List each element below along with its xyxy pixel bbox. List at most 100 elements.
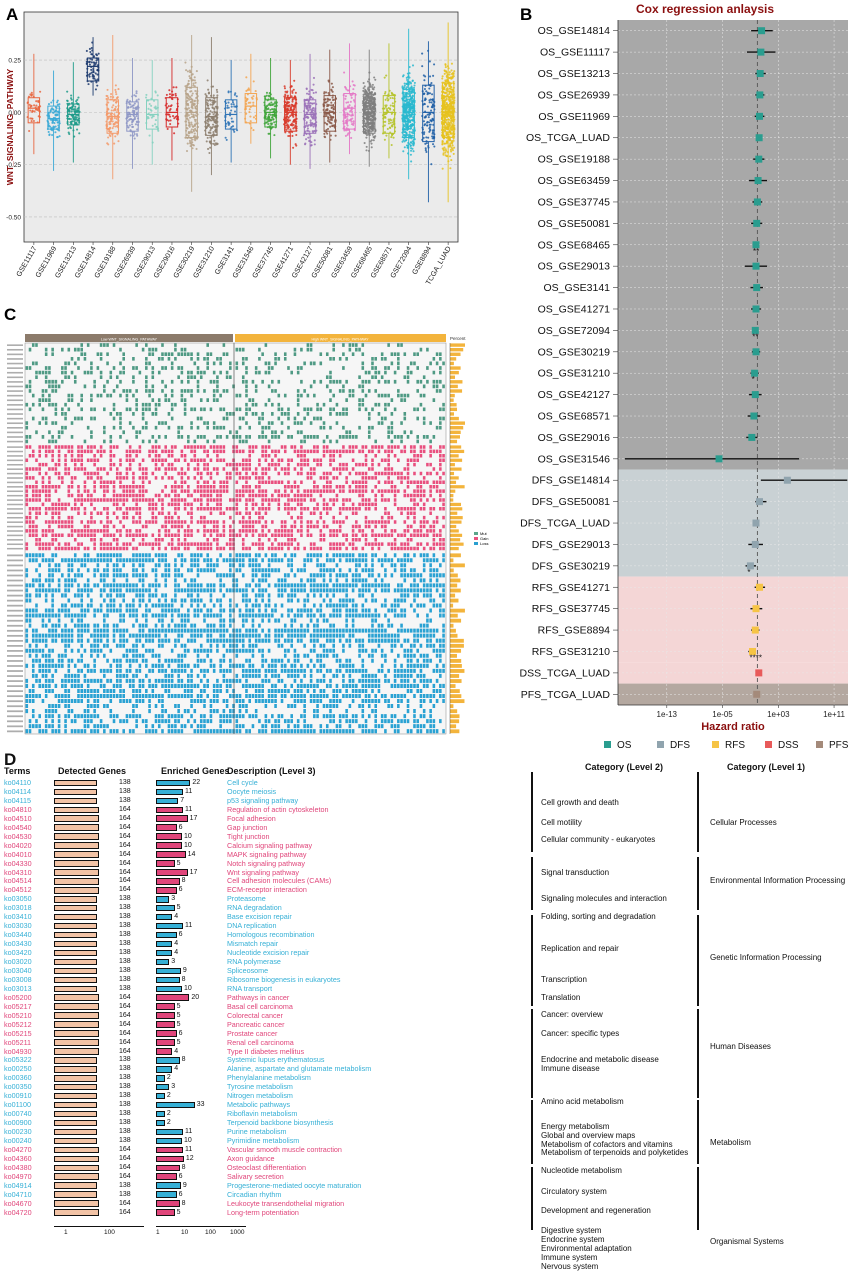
box-point (331, 124, 334, 127)
box-point (388, 89, 391, 92)
box-point (385, 74, 388, 77)
oncoprint-row-label-placeholder (7, 446, 23, 448)
box-point (441, 75, 444, 78)
box-point (448, 155, 452, 158)
box-point (289, 128, 292, 131)
detected-count: 138 (119, 975, 131, 983)
header-terms: Terms (4, 766, 31, 776)
forest-row-dfs_gse50081: DFS_GSE50081 (532, 496, 767, 508)
box-point (324, 136, 327, 139)
box-point (406, 120, 409, 123)
high-group-label: High WNT_SIGNALING_PATHWAY (312, 338, 370, 342)
enriched-count: 8 (181, 1199, 186, 1207)
box-point (189, 145, 192, 148)
enriched-bar (156, 1012, 175, 1019)
box-point (323, 132, 326, 135)
oncoprint-percent-bar (450, 393, 455, 398)
detected-bar (54, 949, 98, 957)
forest-point (758, 27, 766, 35)
box-point (442, 97, 446, 100)
box-point (264, 97, 267, 100)
box-point (368, 112, 371, 115)
header-enriched: Enriched Genes (161, 766, 230, 776)
box-point (304, 124, 308, 127)
box-point (287, 105, 290, 108)
forest-row-label: OS_GSE11969 (538, 111, 610, 123)
oncoprint-percent-bar (450, 366, 461, 370)
box-point (248, 108, 251, 111)
oncoprint-row-cells (31, 393, 426, 398)
box-point (91, 49, 94, 52)
oncoprint-row-label-placeholder (7, 440, 23, 443)
box-point (371, 105, 374, 109)
oncoprint-row-label-placeholder (7, 455, 23, 457)
box-point (311, 116, 314, 119)
kegg-row: ko03040 138 9 Spliceosome (0, 967, 520, 975)
detected-bar (54, 922, 98, 930)
detected-count: 138 (119, 940, 131, 948)
box-point (109, 120, 113, 123)
box-point (366, 80, 370, 83)
enriched-axis-line (156, 1226, 246, 1227)
box-point (209, 131, 212, 135)
oncoprint-percent-bar (450, 458, 463, 462)
box-point (187, 82, 190, 85)
box-point (411, 101, 414, 104)
oncoprint-percent-bar (450, 430, 461, 435)
kegg-description: Focal adhesion (227, 813, 276, 823)
box-point (312, 114, 315, 117)
detected-bar (54, 1200, 99, 1207)
box-point (27, 95, 31, 98)
oncoprint-row-cells (25, 608, 445, 613)
box-point (428, 113, 431, 116)
box-point (267, 115, 270, 119)
forest-row-os_gse41271: OS_GSE41271 (538, 303, 761, 315)
box-point (111, 133, 114, 136)
box-point (390, 136, 393, 139)
box-point (88, 63, 91, 66)
box-point (293, 79, 296, 82)
box-point (331, 90, 334, 93)
box-point (289, 114, 292, 118)
box-point (351, 117, 354, 120)
box-point (404, 95, 407, 98)
box-point (273, 102, 276, 105)
box-point (270, 97, 273, 100)
box-point (209, 103, 212, 106)
oncoprint-row-cells (25, 583, 445, 588)
box-point (111, 117, 114, 120)
box-point (189, 141, 192, 144)
box-point (344, 85, 347, 89)
oncoprint-percent-bar (450, 679, 462, 683)
boxplot-panel: WNT_SIGNALING_PATHWAY -0.50-0.250.000.25… (5, 11, 459, 286)
kegg-row: ko03030 138 11 DNA replication (0, 922, 520, 930)
box-point (270, 108, 274, 111)
box-point (133, 102, 136, 105)
oncoprint-row-label-placeholder (7, 459, 23, 462)
enriched-count: 2 (166, 1074, 171, 1082)
category-level2: Amino acid metabolism (541, 1097, 624, 1106)
oncoprint-row-label-placeholder (7, 413, 23, 415)
box-point (432, 103, 435, 106)
box-point (451, 98, 454, 101)
detected-bar (54, 1209, 99, 1216)
box-point (365, 149, 368, 152)
box-point (447, 126, 450, 129)
oncoprint-row-cells (25, 633, 445, 638)
box-point (115, 93, 118, 96)
box-point (405, 91, 409, 95)
detected-bar (54, 1030, 99, 1037)
kegg-row: ko03410 138 4 Base excision repair (0, 913, 520, 921)
box-point (350, 120, 353, 123)
oncoprint-row-label-placeholder (7, 477, 23, 479)
category-level2: Cell motility (541, 818, 582, 827)
box-point (93, 77, 96, 80)
box-point (129, 134, 132, 137)
detected-bar (54, 1119, 98, 1127)
box-point (343, 129, 346, 132)
oncoprint-row-cells (25, 435, 436, 439)
oncoprint-row-label-placeholder (7, 547, 23, 550)
box-point (66, 90, 69, 93)
box-body (126, 101, 139, 132)
enriched-bar (156, 985, 182, 993)
